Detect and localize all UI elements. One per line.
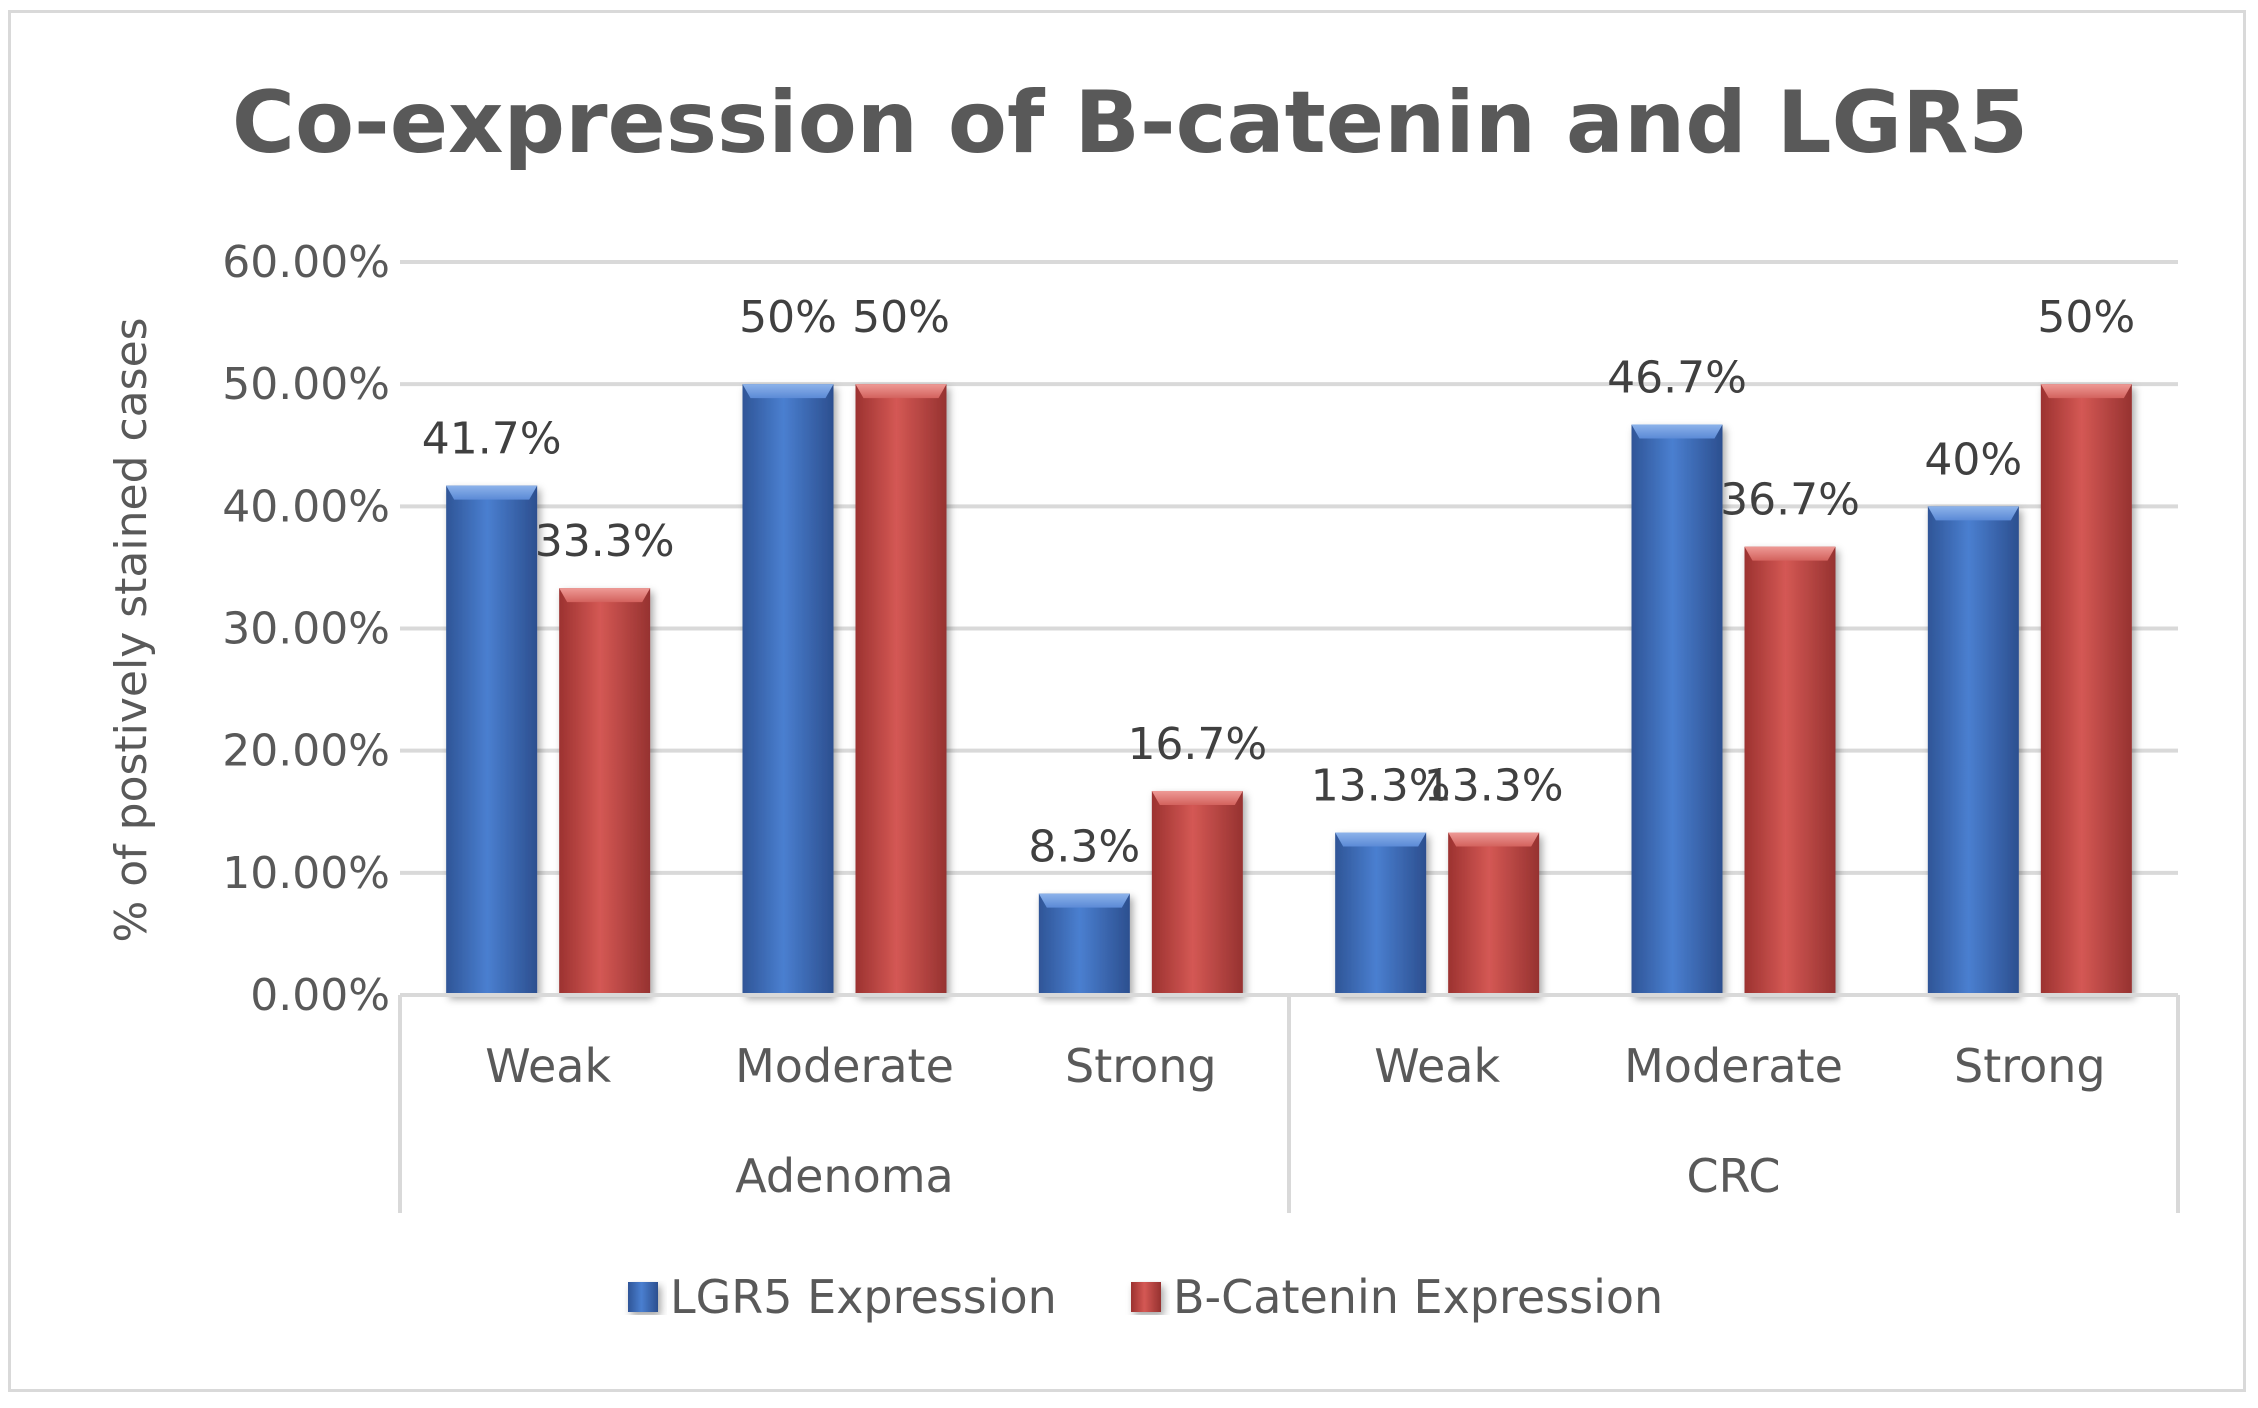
bar-lgr5-expression-5 — [1927, 506, 2019, 995]
bar-cap — [1927, 506, 2019, 521]
legend-swatch — [1131, 1282, 1161, 1312]
bar-body — [1927, 506, 2019, 995]
bar-lgr5-expression-1 — [742, 384, 834, 996]
bar-cap — [446, 485, 538, 500]
y-tick-label: 40.00% — [222, 481, 390, 532]
bar-cap — [559, 588, 651, 603]
bar-body — [855, 384, 947, 996]
group-label: CRC — [1687, 1149, 1781, 1203]
legend-item-lgr5-expression: LGR5 Expression — [628, 1270, 1057, 1324]
bar-b-catenin-expression-0 — [559, 588, 651, 995]
legend-item-b-catenin-expression: B-Catenin Expression — [1131, 1270, 1663, 1324]
bar-cap — [855, 384, 947, 399]
data-label: 41.7% — [422, 414, 562, 465]
bar-body — [559, 588, 651, 995]
x-tick-label: Weak — [1374, 1039, 1500, 1093]
bar-b-catenin-expression-3 — [1448, 832, 1540, 995]
bar-cap — [1335, 832, 1427, 847]
bar-body — [1448, 832, 1540, 995]
bar-lgr5-expression-3 — [1335, 832, 1427, 995]
chart-frame — [8, 10, 2246, 1392]
x-tick-label: Strong — [1065, 1039, 1217, 1093]
bar-b-catenin-expression-4 — [1744, 546, 1836, 995]
bar-lgr5-expression-0 — [446, 485, 538, 995]
bar-body — [1335, 832, 1427, 995]
bar-b-catenin-expression-5 — [2040, 384, 2132, 996]
data-label: 46.7% — [1607, 352, 1747, 403]
data-label: 33.3% — [535, 516, 675, 567]
y-tick-label: 60.00% — [222, 237, 390, 288]
group-label: Adenoma — [735, 1149, 953, 1203]
bar-lgr5-expression-2 — [1038, 893, 1130, 995]
y-tick-label: 50.00% — [222, 359, 390, 410]
x-tick-label: Strong — [1954, 1039, 2106, 1093]
bar-body — [742, 384, 834, 996]
chart-title: Co-expression of B-catenin and LGR5 — [232, 73, 2028, 173]
data-label: 50% — [852, 292, 950, 343]
y-tick-label: 30.00% — [222, 604, 390, 655]
bar-cap — [1151, 790, 1243, 805]
legend-swatch — [628, 1282, 658, 1312]
legend-label: LGR5 Expression — [670, 1270, 1057, 1324]
data-label: 8.3% — [1028, 822, 1140, 873]
bar-cap — [1448, 832, 1540, 847]
bar-body — [1038, 893, 1130, 995]
bar-b-catenin-expression-2 — [1151, 790, 1243, 995]
bar-cap — [742, 384, 834, 399]
bar-b-catenin-expression-1 — [855, 384, 947, 996]
bar-body — [1631, 424, 1723, 995]
bar-cap — [1744, 546, 1836, 561]
data-label: 13.3% — [1311, 761, 1451, 812]
x-tick-label: Weak — [485, 1039, 611, 1093]
y-axis-label: % of postively stained cases — [106, 317, 157, 942]
y-tick-label: 0.00% — [250, 970, 390, 1021]
y-tick-label: 20.00% — [222, 726, 390, 777]
data-label: 40% — [1924, 434, 2022, 485]
data-label: 50% — [739, 292, 837, 343]
data-label: 16.7% — [1127, 719, 1267, 770]
bar-body — [1744, 546, 1836, 995]
bar-body — [1151, 790, 1243, 995]
bar-cap — [1038, 893, 1130, 908]
x-tick-label: Moderate — [735, 1039, 954, 1093]
bar-lgr5-expression-4 — [1631, 424, 1723, 995]
y-tick-label: 10.00% — [222, 848, 390, 899]
data-label: 50% — [2037, 292, 2135, 343]
data-label: 13.3% — [1424, 761, 1564, 812]
bar-body — [2040, 384, 2132, 996]
data-label: 36.7% — [1720, 475, 1860, 526]
bar-body — [446, 485, 538, 995]
bar-cap — [2040, 384, 2132, 399]
x-tick-label: Moderate — [1624, 1039, 1843, 1093]
bar-cap — [1631, 424, 1723, 439]
legend-label: B-Catenin Expression — [1173, 1270, 1663, 1324]
